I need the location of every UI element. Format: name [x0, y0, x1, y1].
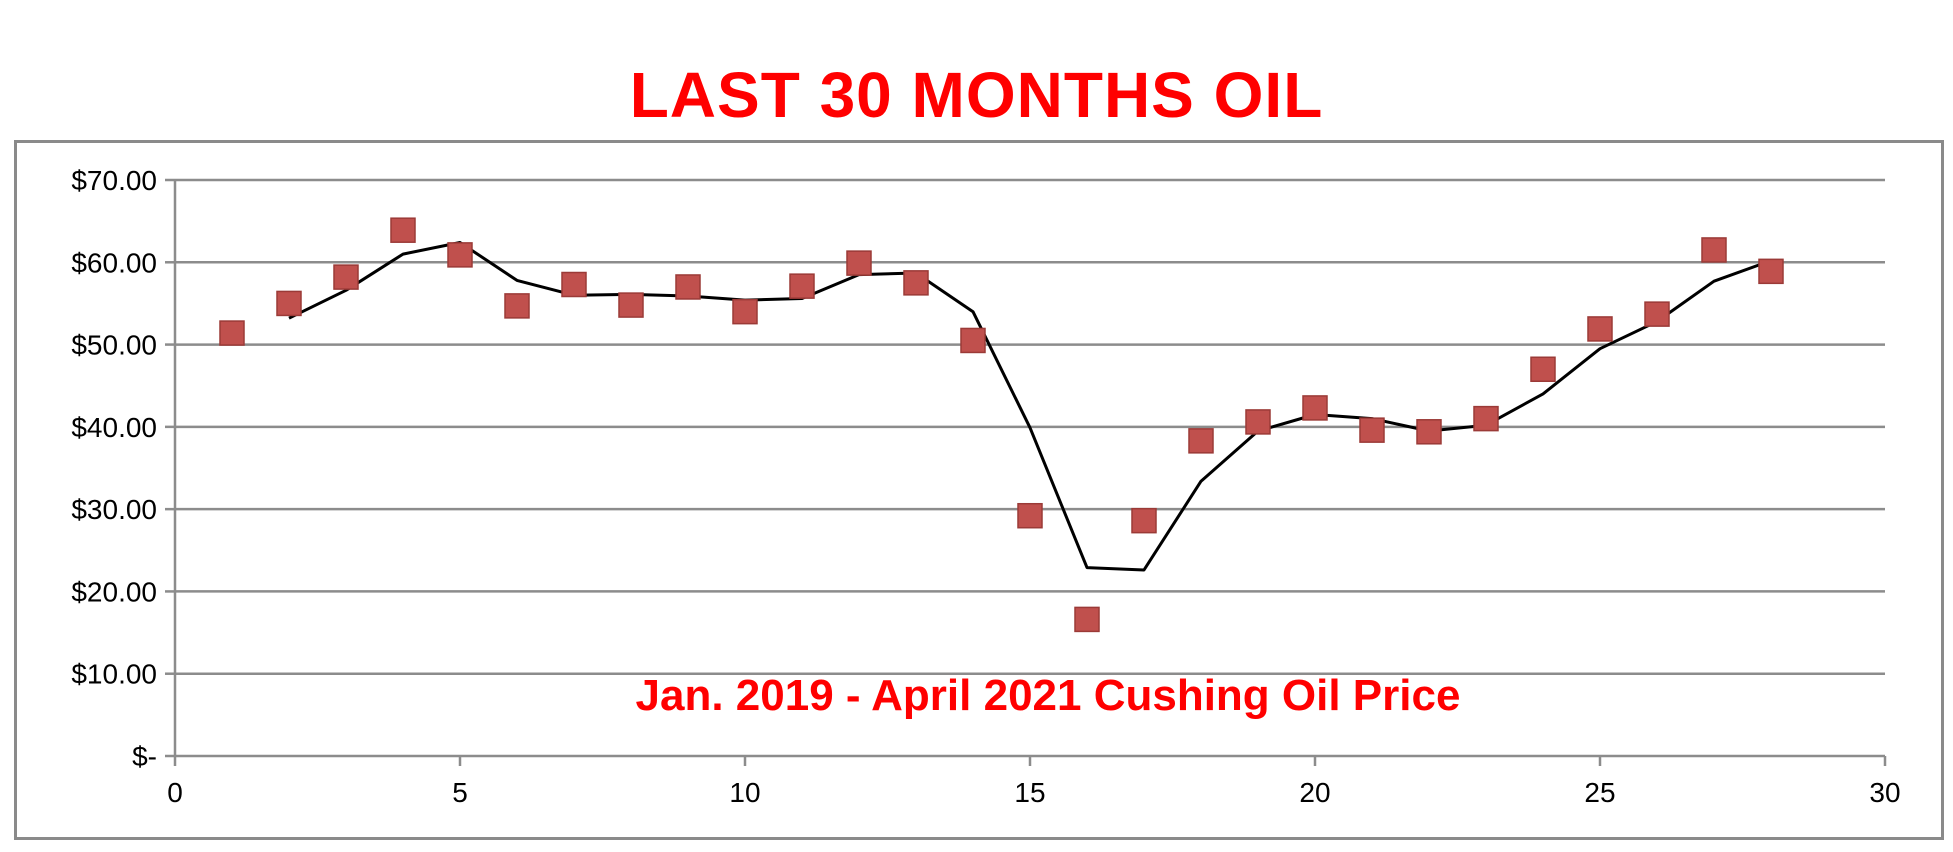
data-point-marker — [1758, 258, 1784, 285]
data-point-marker — [504, 293, 530, 319]
chart-annotation: Jan. 2019 - April 2021 Cushing Oil Price — [636, 671, 1461, 720]
x-tick-label: 20 — [1299, 777, 1330, 808]
data-point-marker — [1587, 316, 1613, 342]
data-point-marker — [333, 264, 359, 290]
x-tick-label: 15 — [1014, 777, 1045, 808]
x-tick-label: 25 — [1584, 777, 1615, 808]
data-point-marker — [219, 320, 245, 346]
data-point-marker — [618, 292, 644, 318]
axes — [165, 178, 1887, 766]
data-point-marker — [1644, 301, 1670, 327]
gridlines — [175, 178, 1885, 675]
y-tick-label: $70.00 — [71, 165, 157, 196]
data-point-marker — [903, 270, 929, 296]
data-point-marker — [447, 242, 473, 268]
data-point-marker — [732, 298, 758, 325]
data-point-marker — [561, 271, 587, 298]
data-point-marker — [1188, 428, 1214, 454]
x-tick-label: 0 — [167, 777, 183, 808]
data-point-marker — [1416, 419, 1442, 445]
trend-line — [288, 241, 1772, 572]
y-tick-label: $60.00 — [71, 247, 157, 278]
y-tick-label: $- — [132, 741, 157, 772]
data-point-marker — [1245, 409, 1271, 435]
data-point-marker — [1074, 606, 1100, 633]
chart-title: LAST 30 MONTHS OIL — [629, 59, 1324, 131]
data-point-marker — [390, 217, 416, 243]
y-tick-labels: $- $10.00 $20.00 $30.00 $40.00 $50.00 $60.00 $7… — [71, 165, 157, 772]
data-point-marker — [1701, 237, 1727, 263]
trend-line-path — [288, 241, 1772, 572]
data-point-marker — [1302, 395, 1328, 421]
data-point-marker — [276, 290, 302, 317]
data-point-marker — [675, 274, 701, 300]
y-tick-label: $50.00 — [71, 330, 157, 361]
data-point-marker — [1530, 356, 1556, 383]
data-point-marker — [1473, 405, 1499, 432]
data-point-marker — [1017, 502, 1043, 529]
data-point-marker — [960, 327, 986, 354]
chart-frame — [14, 140, 1944, 840]
data-point-marker — [1359, 417, 1385, 443]
data-point-marker — [846, 250, 872, 276]
x-tick-label: 30 — [1869, 777, 1900, 808]
data-markers — [219, 217, 1784, 633]
x-tick-labels: 0 5 10 15 20 25 30 — [167, 777, 1900, 808]
data-point-marker — [789, 273, 815, 299]
y-tick-label: $30.00 — [71, 494, 157, 525]
data-point-marker — [1131, 507, 1157, 534]
y-tick-label: $20.00 — [71, 576, 157, 607]
x-tick-label: 5 — [452, 777, 468, 808]
y-tick-label: $10.00 — [71, 659, 157, 690]
y-tick-label: $40.00 — [71, 412, 157, 443]
x-tick-label: 10 — [729, 777, 760, 808]
